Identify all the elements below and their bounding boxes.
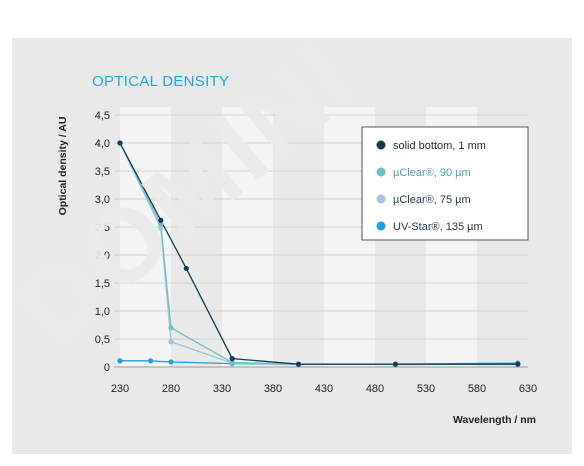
legend-box xyxy=(361,126,529,241)
x-tick-label: 280 xyxy=(162,383,180,395)
x-band xyxy=(222,107,273,367)
y-tick-label: 2,5 xyxy=(95,222,110,234)
x-tick-label: 580 xyxy=(468,383,486,395)
data-point xyxy=(295,361,302,367)
data-point xyxy=(183,265,189,272)
data-point xyxy=(117,140,123,146)
y-tick-label: 1,5 xyxy=(95,278,110,290)
x-band xyxy=(120,107,171,367)
legend-label: solid bottom, 1 mm xyxy=(393,140,486,152)
legend-label: µClear®, 90 µm xyxy=(393,167,471,179)
y-tick-label: 4,5 xyxy=(95,110,110,122)
series-points xyxy=(117,140,521,367)
legend-label: µClear®, 75 µm xyxy=(393,194,471,206)
x-tick-label: 630 xyxy=(519,383,537,395)
y-tick-label: 3,5 xyxy=(95,166,110,178)
y-tick-label: 2,0 xyxy=(95,250,110,262)
chart-title: OPTICAL DENSITY xyxy=(92,73,229,90)
x-tick-label: 330 xyxy=(213,383,231,395)
x-tick-label: 430 xyxy=(315,383,333,395)
legend-marker xyxy=(376,140,386,150)
x-band xyxy=(273,107,324,367)
data-point xyxy=(158,221,164,227)
data-point xyxy=(117,358,123,364)
x-tick-label: 380 xyxy=(264,383,282,395)
legend-marker xyxy=(376,194,386,204)
x-tick-label: 230 xyxy=(111,383,129,395)
y-tick-label: 4,0 xyxy=(95,138,110,150)
y-tick-label: 3,0 xyxy=(95,194,110,206)
data-point xyxy=(148,358,154,364)
data-point xyxy=(158,217,164,223)
data-point xyxy=(229,356,235,362)
y-tick-label: 1,0 xyxy=(95,306,110,318)
data-point xyxy=(168,325,174,331)
data-point xyxy=(392,361,398,367)
x-tick-label: 480 xyxy=(366,383,384,395)
legend-label: UV-Star®, 135 µm xyxy=(393,221,483,233)
data-point xyxy=(229,359,235,366)
y-tick-label: 0,5 xyxy=(95,334,110,346)
legend: solid bottom, 1 mm µClear®, 90 µm µClear®,… xyxy=(361,126,529,241)
x-axis-label: Wavelength / nm xyxy=(453,414,536,426)
y-tick-label: 0 xyxy=(104,362,110,374)
data-point xyxy=(158,225,164,231)
data-point xyxy=(168,359,174,365)
data-point xyxy=(168,339,174,345)
legend-marker xyxy=(376,221,386,231)
data-point xyxy=(515,361,521,367)
x-band xyxy=(171,107,222,367)
legend-marker xyxy=(376,167,386,177)
x-tick-label: 530 xyxy=(417,383,435,395)
y-axis-label: Optical density / AU xyxy=(57,117,69,216)
y-tick-labels: 0 0,5 1,0 1,5 2,0 2,5 3,0 3,5 4,0 4,5 xyxy=(95,110,110,374)
x-tick-labels: 230 280 330 380 430 480 530 580 630 xyxy=(111,383,537,395)
